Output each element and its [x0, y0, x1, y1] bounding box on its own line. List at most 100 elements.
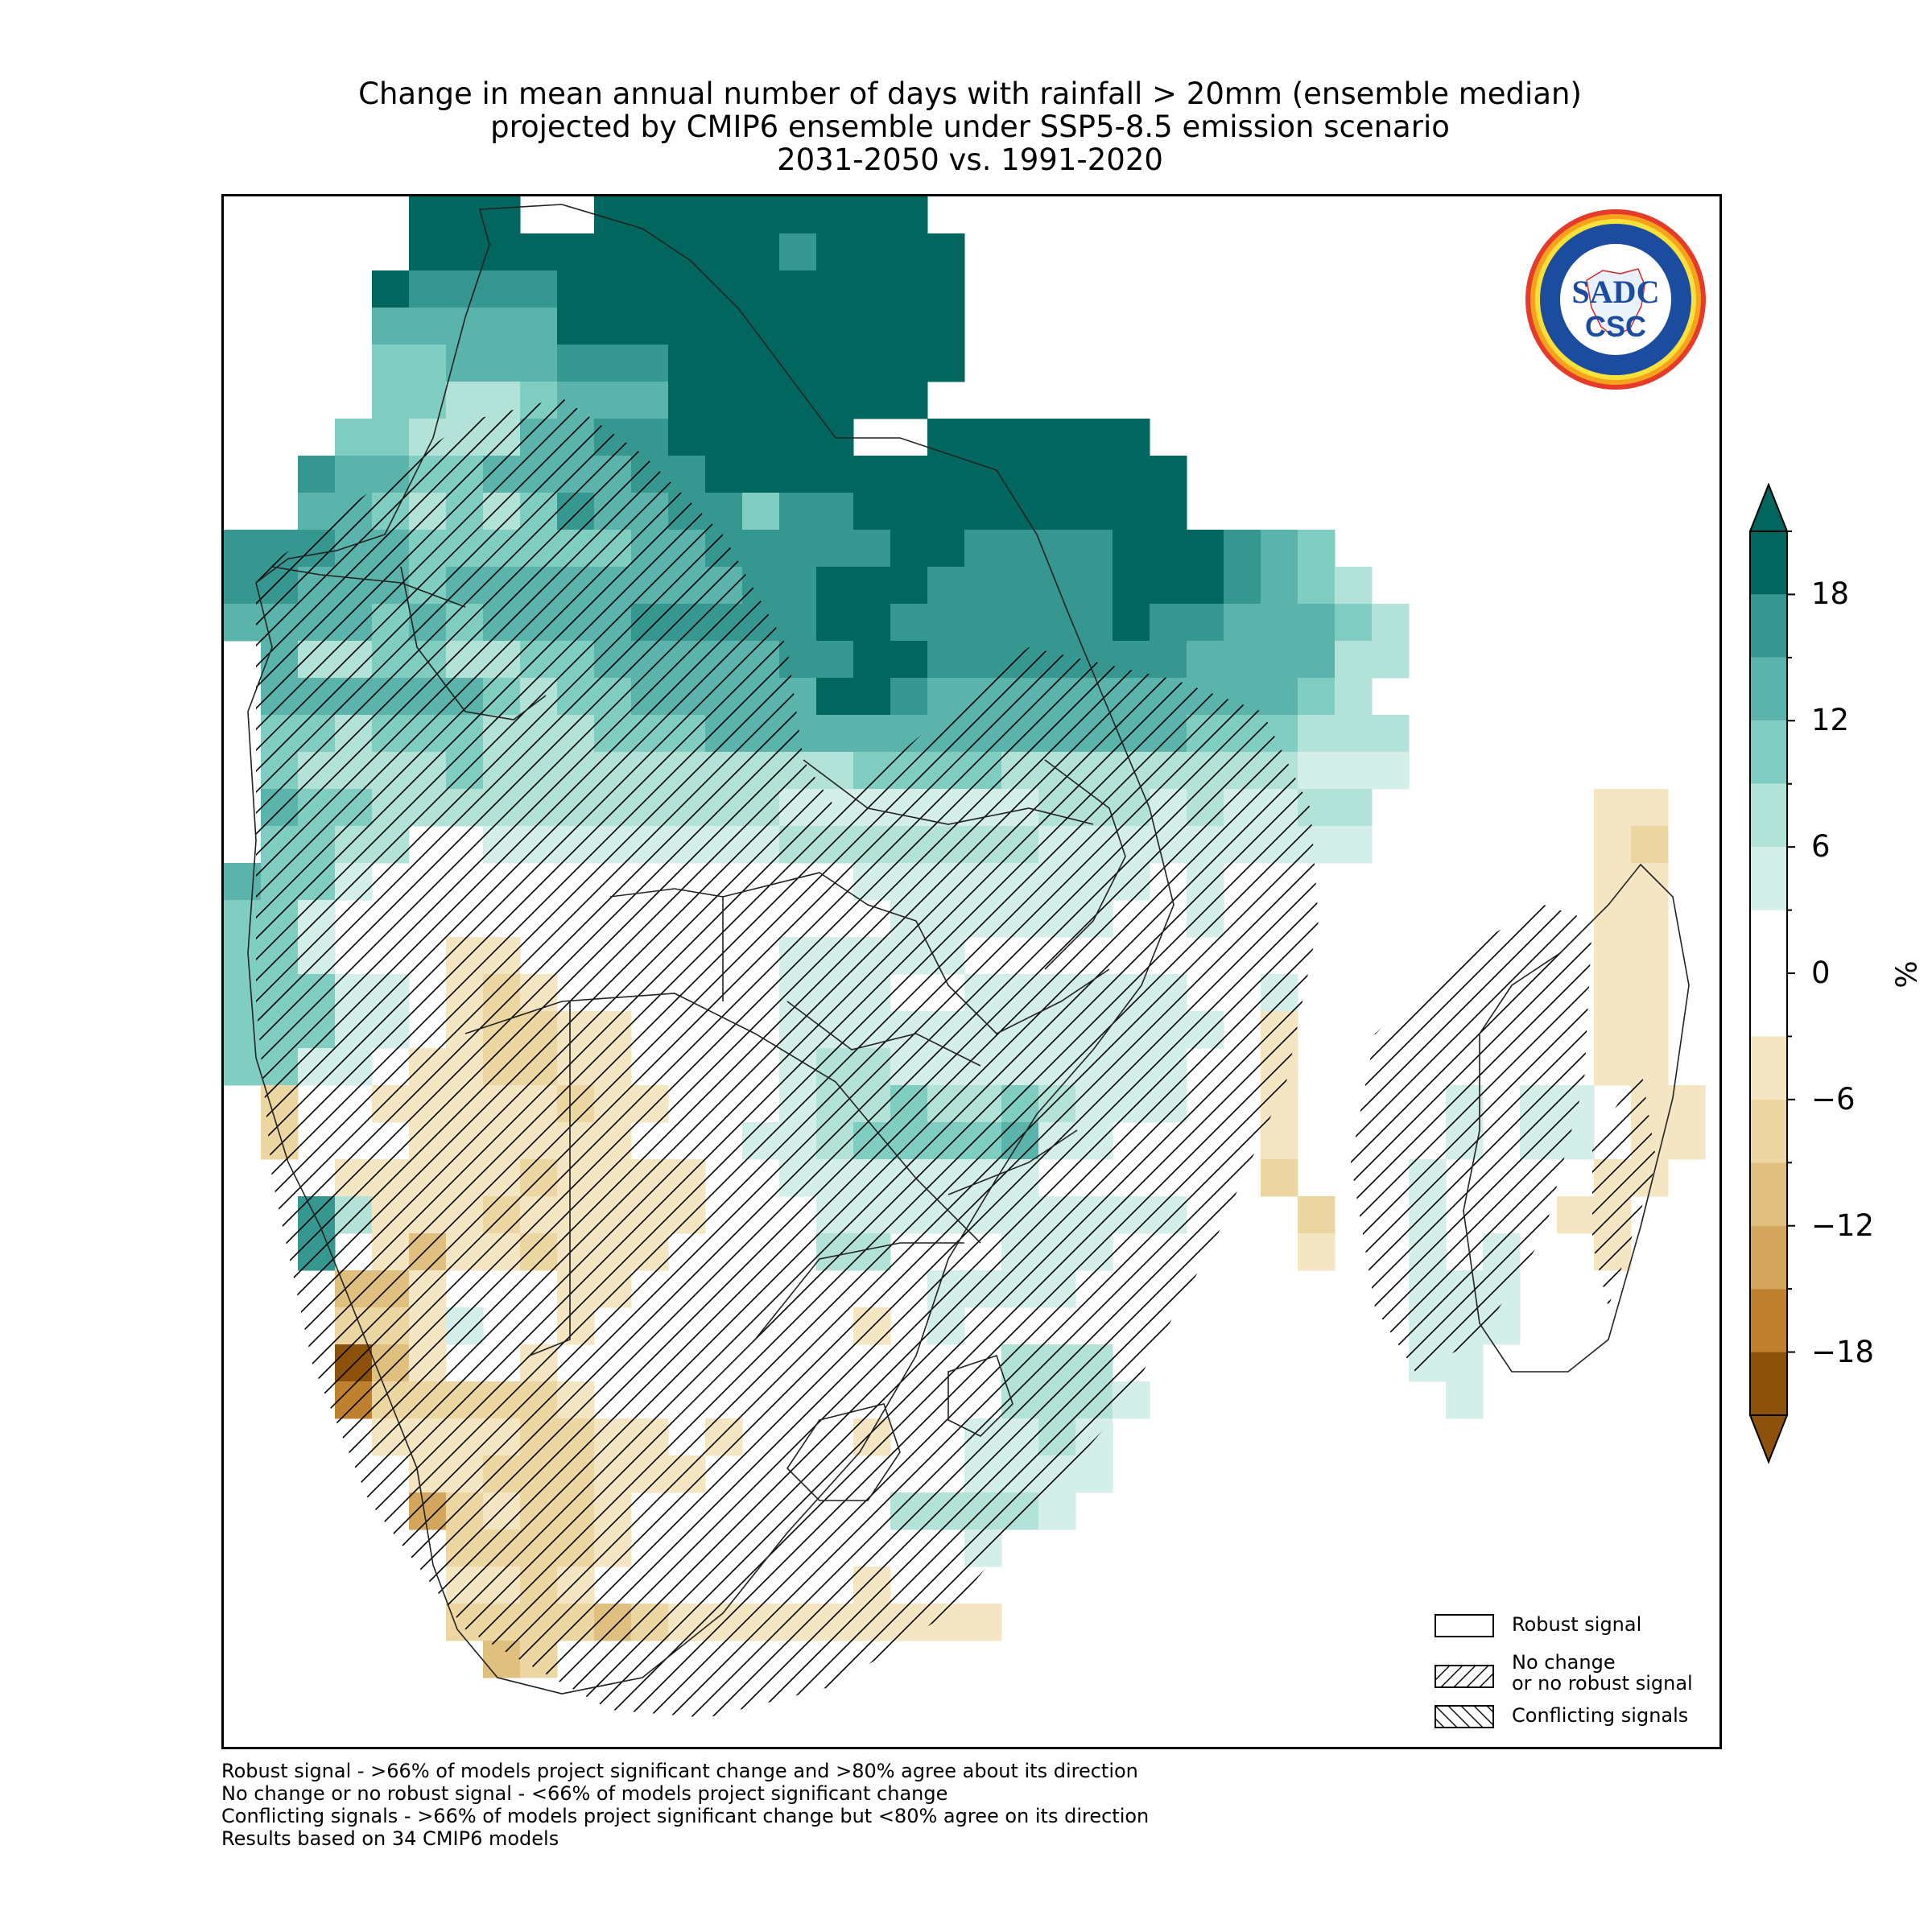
grid-cell [779, 345, 817, 382]
grid-cell [964, 567, 1002, 605]
grid-cell [446, 233, 484, 271]
grid-cell [594, 233, 632, 271]
grid-cell [890, 196, 928, 234]
legend-robust-swatch [1435, 1614, 1494, 1637]
grid-cell [853, 530, 891, 568]
border-line-3 [529, 1001, 571, 1356]
sadc-csc-logo: SADC CSC [1524, 208, 1707, 391]
grid-cell [1594, 1011, 1632, 1049]
grid-cell [557, 270, 595, 308]
grid-cell [779, 493, 817, 530]
grid-cell [853, 641, 891, 679]
grid-cell [890, 493, 928, 530]
grid-cell [779, 233, 817, 271]
colorbar-band-4 [1750, 783, 1787, 848]
footnote-no-change: No change or no robust signal - <66% of … [221, 1782, 948, 1805]
grid-cell [1038, 493, 1076, 530]
grid-cell [446, 382, 484, 419]
grid-cell [816, 530, 854, 568]
grid-cell [631, 196, 669, 234]
grid-cell [1261, 1159, 1298, 1197]
grid-cell [1187, 567, 1224, 605]
grid-cell [1261, 530, 1298, 568]
grid-cell [1038, 1492, 1076, 1530]
grid-cell [557, 308, 595, 345]
grid-cell [1372, 715, 1410, 753]
colorbar-band-5 [1750, 847, 1787, 910]
legend-no-change-label-1: No change [1512, 1651, 1616, 1674]
grid-cell [446, 196, 484, 234]
grid-cell [409, 308, 447, 345]
border-line-10 [786, 1001, 981, 1067]
grid-cell [1075, 604, 1113, 642]
grid-cell [372, 419, 410, 456]
grid-cell [705, 456, 743, 493]
grid-cell [1668, 1122, 1706, 1160]
grid-cell [816, 641, 854, 679]
border-line-11 [786, 1403, 901, 1501]
title-line-3: 2031-2050 vs. 1991-2020 [777, 142, 1163, 177]
chart-title: Change in mean annual number of days wit… [0, 77, 1932, 176]
border-line-2 [464, 993, 981, 1244]
grid-cell [1594, 826, 1632, 864]
footnote-conflicting: Conflicting signals - >66% of models pro… [221, 1805, 1150, 1827]
grid-cell [1038, 530, 1076, 568]
colorbar-graphic [1748, 482, 1795, 1464]
grid-cell [1261, 604, 1298, 642]
grid-cell [853, 270, 891, 308]
footnotes: Robust signal - >66% of models project s… [221, 1760, 1149, 1850]
grid-cell [1298, 530, 1335, 568]
grid-cell [1298, 604, 1335, 642]
grid-cell [779, 604, 817, 642]
grid-cell [1594, 937, 1632, 975]
grid-cell [890, 604, 928, 642]
hatch-region-2 [1592, 1066, 1657, 1307]
grid-cell [224, 937, 262, 975]
colorbar-tick-label-5: −12 [1811, 1208, 1875, 1243]
grid-cell [557, 345, 595, 382]
grid-cell [1298, 752, 1335, 790]
grid-cell [816, 308, 854, 345]
grid-cell [1372, 604, 1410, 642]
grid-cell [890, 530, 928, 568]
grid-cell [816, 604, 854, 642]
grid-cell [1075, 493, 1113, 530]
grid-cell [594, 382, 632, 419]
grid-cell [853, 493, 891, 530]
colorbar-band-2 [1750, 657, 1787, 721]
grid-cell [1113, 493, 1150, 530]
hatch-region-1 [1351, 905, 1592, 1372]
grid-cell [779, 567, 817, 605]
grid-cell [409, 233, 447, 271]
country-borders [247, 204, 1690, 1695]
grid-cell [1075, 530, 1113, 568]
grid-cell [1594, 789, 1632, 827]
colorbar-tick-label-3: 0 [1811, 956, 1831, 990]
legend-conflicting-label: Conflicting signals [1512, 1704, 1689, 1727]
grid-cell [742, 456, 780, 493]
grid-cell [779, 308, 817, 345]
grid-cell [742, 270, 780, 308]
legend-robust-label: Robust signal [1512, 1613, 1642, 1636]
grid-cell [964, 530, 1002, 568]
grid-cell [964, 641, 1002, 679]
grid-cell [705, 382, 743, 419]
grid-cell [1261, 1122, 1298, 1160]
grid-cell [668, 308, 706, 345]
grid-cell [1335, 678, 1373, 716]
grid-cell [224, 1048, 262, 1086]
grid-cell [890, 382, 928, 419]
grid-cell [668, 270, 706, 308]
grid-cell [1038, 419, 1076, 456]
grid-cell [964, 493, 1002, 530]
grid-cell [1631, 900, 1669, 938]
grid-cell [853, 678, 891, 716]
grid-cell [816, 456, 854, 493]
colorbar-band-8 [1750, 1099, 1787, 1163]
hatch-region-0 [256, 398, 1319, 1718]
grid-cell [1113, 456, 1150, 493]
grid-cell [853, 567, 891, 605]
grid-cell [594, 196, 632, 234]
grid-cell [890, 456, 928, 493]
colorbar-tick-label-1: 12 [1811, 703, 1850, 738]
